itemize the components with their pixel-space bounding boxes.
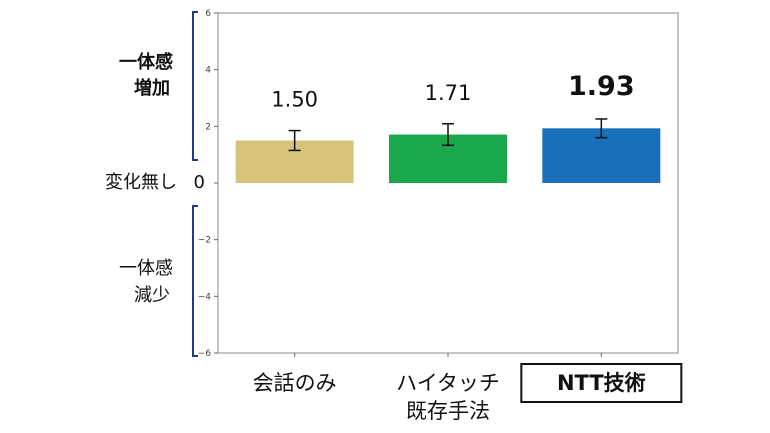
category-label: ハイタッチ	[396, 371, 500, 395]
no-change-annotation: 変化無し 0	[105, 172, 205, 193]
value-label: 1.50	[271, 88, 318, 112]
increase-bracket	[192, 11, 198, 161]
decrease-label-line-1: 一体感	[119, 258, 173, 279]
y-axis-ticks: 6 4 2 −2 −4 −6	[198, 9, 218, 359]
decrease-annotation: 一体感 減少	[119, 205, 198, 357]
category-label: 会話のみ	[253, 371, 337, 395]
increase-annotation: 一体感 増加	[119, 11, 198, 161]
value-label: 1.93	[568, 71, 635, 102]
y-tick-label: −6	[198, 349, 212, 359]
y-tick-label: −4	[198, 292, 212, 302]
no-change-label: 変化無し	[105, 172, 177, 193]
error-bars	[288, 118, 608, 152]
emphasis-box	[520, 363, 683, 403]
decrease-bracket	[192, 205, 198, 357]
zero-tick-label: 0	[194, 172, 205, 193]
y-tick-label: −2	[198, 236, 211, 246]
y-tick-label: 2	[205, 122, 211, 132]
increase-label-line-2: 増加	[134, 77, 170, 99]
category-label: 既存手法	[406, 399, 490, 423]
y-tick-label: 4	[205, 66, 211, 76]
increase-label-line-1: 一体感	[119, 51, 173, 73]
decrease-label-line-2: 減少	[134, 285, 170, 306]
y-tick-label: 6	[205, 9, 211, 19]
value-label: 1.71	[425, 81, 472, 105]
category-label: NTT技術	[557, 371, 646, 395]
value-labels: 1.50 1.71 1.93	[271, 71, 634, 112]
